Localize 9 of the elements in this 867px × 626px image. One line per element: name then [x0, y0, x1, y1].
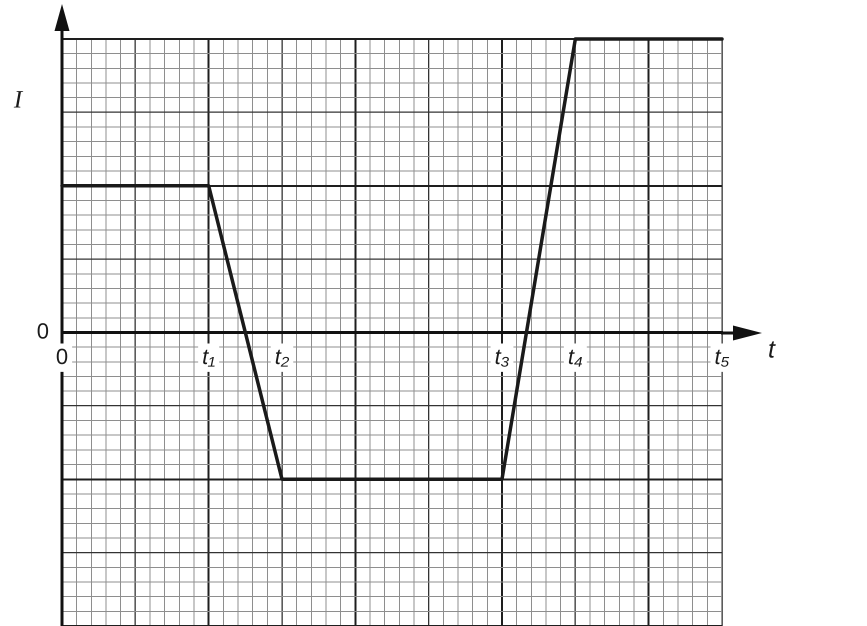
x-tick-label: t₁ [202, 344, 216, 369]
x-tick-label: t₂ [274, 344, 290, 369]
x-tick-label: 0 [56, 344, 68, 369]
x-axis-title: t [768, 335, 776, 364]
text: 0 [36, 318, 49, 344]
x-tick-label: t₅ [714, 344, 730, 369]
x-tick-label: t₃ [494, 344, 510, 369]
y-axis-title: I [12, 86, 24, 114]
x-tick-label: t₄ [568, 344, 583, 369]
